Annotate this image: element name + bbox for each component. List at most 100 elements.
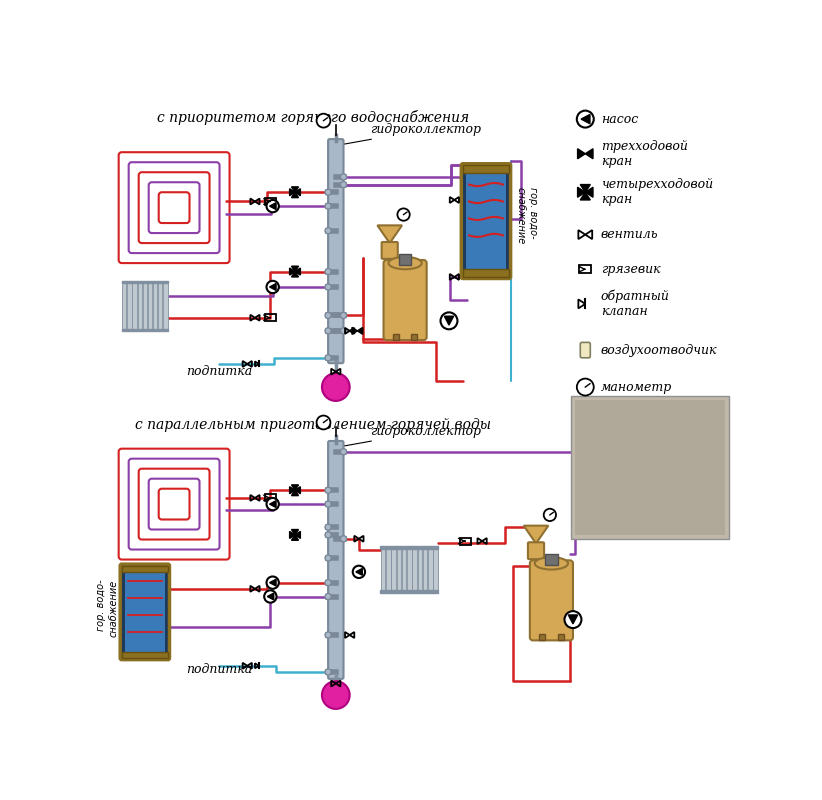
- Polygon shape: [578, 149, 585, 158]
- Polygon shape: [289, 531, 295, 538]
- Circle shape: [325, 594, 331, 599]
- Bar: [164, 281, 168, 331]
- Bar: [125, 572, 165, 652]
- Circle shape: [325, 487, 331, 494]
- Circle shape: [316, 114, 330, 127]
- Text: трехходовой
кран: трехходовой кран: [601, 140, 687, 168]
- Bar: [545, 554, 557, 565]
- Circle shape: [266, 200, 279, 212]
- Text: обратный
клапан: обратный клапан: [601, 290, 670, 318]
- Polygon shape: [289, 486, 295, 494]
- Text: гор. водо-
снабжение: гор. водо- снабжение: [96, 579, 118, 637]
- Circle shape: [340, 449, 347, 455]
- Text: подпитка: подпитка: [186, 365, 252, 378]
- Bar: [122, 329, 168, 331]
- Bar: [570, 396, 728, 538]
- Bar: [428, 546, 432, 593]
- Polygon shape: [292, 530, 298, 535]
- Bar: [381, 546, 386, 593]
- Bar: [137, 281, 142, 331]
- Polygon shape: [358, 327, 363, 334]
- Polygon shape: [289, 268, 295, 275]
- Bar: [396, 546, 401, 593]
- Bar: [463, 166, 509, 173]
- Text: гидроколлектор: гидроколлектор: [344, 123, 482, 144]
- Circle shape: [543, 509, 556, 521]
- Circle shape: [577, 378, 593, 395]
- Circle shape: [325, 669, 331, 675]
- Polygon shape: [356, 569, 363, 575]
- Bar: [143, 281, 147, 331]
- Circle shape: [325, 555, 331, 561]
- Circle shape: [325, 354, 331, 361]
- Circle shape: [353, 566, 365, 578]
- Polygon shape: [292, 485, 298, 490]
- Circle shape: [325, 579, 331, 586]
- FancyBboxPatch shape: [580, 342, 590, 358]
- Polygon shape: [568, 615, 578, 624]
- Bar: [158, 281, 163, 331]
- Circle shape: [325, 501, 331, 507]
- Polygon shape: [578, 187, 585, 198]
- Circle shape: [325, 284, 331, 290]
- Polygon shape: [292, 192, 298, 198]
- Circle shape: [322, 682, 349, 709]
- Circle shape: [325, 632, 331, 638]
- Polygon shape: [292, 271, 298, 277]
- FancyBboxPatch shape: [120, 564, 169, 660]
- Polygon shape: [581, 114, 590, 124]
- Polygon shape: [292, 266, 298, 271]
- Bar: [459, 538, 470, 545]
- Bar: [265, 198, 275, 205]
- Bar: [418, 546, 422, 593]
- Polygon shape: [352, 327, 358, 334]
- Polygon shape: [270, 501, 276, 507]
- Bar: [153, 281, 157, 331]
- Circle shape: [565, 611, 581, 628]
- FancyBboxPatch shape: [384, 260, 427, 340]
- Bar: [127, 281, 132, 331]
- FancyBboxPatch shape: [328, 441, 344, 679]
- Circle shape: [340, 174, 347, 180]
- Circle shape: [397, 209, 409, 221]
- Circle shape: [316, 415, 330, 430]
- Polygon shape: [585, 149, 593, 158]
- Bar: [381, 546, 438, 549]
- Bar: [122, 566, 168, 572]
- Text: гор. водо-
снабжение: гор. водо- снабжение: [515, 186, 538, 244]
- FancyBboxPatch shape: [328, 139, 344, 363]
- Polygon shape: [295, 189, 300, 196]
- Bar: [132, 281, 136, 331]
- Bar: [423, 546, 427, 593]
- Circle shape: [577, 110, 593, 127]
- Polygon shape: [580, 185, 590, 192]
- Bar: [539, 634, 545, 640]
- Text: гидроколлектор: гидроколлектор: [344, 425, 482, 446]
- Ellipse shape: [389, 257, 422, 270]
- Polygon shape: [292, 535, 298, 540]
- Polygon shape: [267, 593, 274, 600]
- Bar: [433, 546, 438, 593]
- Ellipse shape: [535, 558, 568, 570]
- Text: грязевик: грязевик: [601, 262, 660, 276]
- Text: подпитка: подпитка: [186, 663, 252, 676]
- Bar: [265, 314, 275, 322]
- Polygon shape: [270, 283, 276, 290]
- Circle shape: [325, 532, 331, 538]
- Bar: [265, 494, 275, 502]
- Bar: [466, 173, 506, 270]
- FancyBboxPatch shape: [461, 164, 510, 278]
- Circle shape: [325, 228, 331, 234]
- Circle shape: [340, 182, 347, 188]
- Circle shape: [325, 524, 331, 530]
- Bar: [402, 546, 406, 593]
- FancyBboxPatch shape: [530, 560, 573, 640]
- FancyBboxPatch shape: [381, 242, 398, 259]
- Text: воздухоотводчик: воздухоотводчик: [601, 344, 717, 357]
- Circle shape: [325, 189, 331, 195]
- Circle shape: [325, 312, 331, 318]
- Polygon shape: [295, 531, 300, 538]
- Bar: [399, 254, 411, 265]
- Polygon shape: [585, 187, 593, 198]
- Bar: [393, 334, 399, 340]
